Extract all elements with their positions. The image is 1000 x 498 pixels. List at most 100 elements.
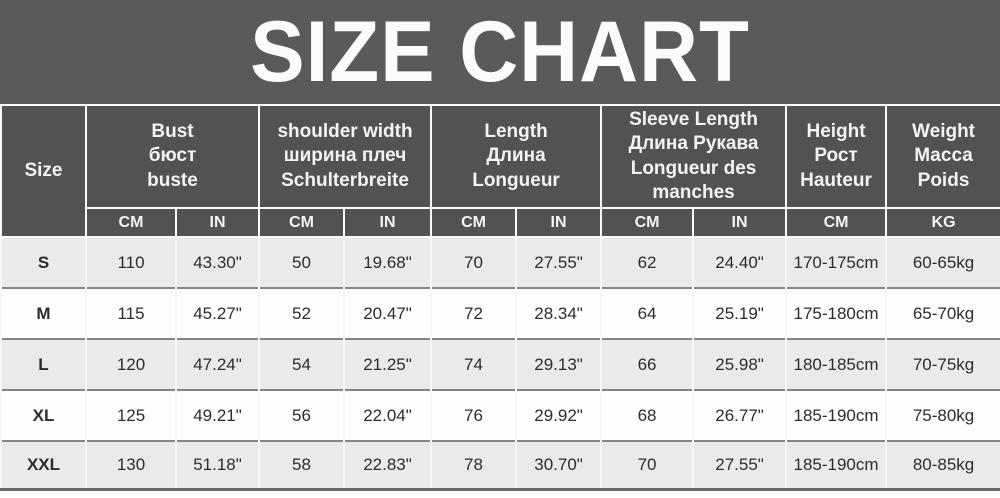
header-line: Height bbox=[806, 121, 866, 143]
value-cell: 70-75kg bbox=[885, 338, 1000, 391]
table-row-s: S 110 43.30" 50 19.68" 70 27.55" 62 24.4… bbox=[0, 236, 1000, 289]
value-cell: 120 bbox=[85, 338, 177, 391]
value-cell: 125 bbox=[85, 389, 177, 442]
table-row-xl: XL 125 49.21" 56 22.04" 76 29.92" 68 26.… bbox=[0, 389, 1000, 442]
header-row: Size Bust бюст buste shoulder width шири… bbox=[0, 103, 1000, 239]
unit-cell-bust-in: IN bbox=[175, 207, 260, 239]
value-cell: 68 bbox=[600, 389, 695, 442]
value-cell: 75-80kg bbox=[885, 389, 1000, 442]
value-cell: 115 bbox=[85, 287, 177, 340]
value-cell: 72 bbox=[430, 287, 518, 340]
table-row-l: L 120 47.24" 54 21.25" 74 29.13" 66 25.9… bbox=[0, 338, 1000, 391]
value-cell: 185-190cm bbox=[785, 440, 888, 491]
size-chart-table: Size Bust бюст buste shoulder width шири… bbox=[0, 103, 1000, 491]
value-cell: 78 bbox=[430, 440, 518, 491]
header-line: Weight bbox=[912, 121, 976, 143]
value-cell: 74 bbox=[430, 338, 518, 391]
value-cell: 21.25" bbox=[342, 338, 433, 391]
column-header-weight: Weight Масса Poids bbox=[885, 103, 1000, 210]
value-cell: 19.68" bbox=[342, 236, 433, 289]
value-cell: 25.19" bbox=[692, 287, 788, 340]
size-cell: XL bbox=[0, 389, 87, 442]
value-cell: 29.13" bbox=[515, 338, 603, 391]
value-cell: 51.18" bbox=[175, 440, 260, 491]
value-cell: 170-175cm bbox=[785, 236, 888, 289]
unit-cell-height-cm: CM bbox=[785, 207, 888, 239]
unit-cell-length-cm: CM bbox=[430, 207, 518, 239]
unit-cell-weight-kg: KG bbox=[885, 207, 1000, 239]
unit-cell-shoulder-in: IN bbox=[342, 207, 433, 239]
unit-cell-length-in: IN bbox=[515, 207, 603, 239]
value-cell: 29.92" bbox=[515, 389, 603, 442]
value-cell: 47.24" bbox=[175, 338, 260, 391]
value-cell: 70 bbox=[600, 440, 695, 491]
header-line: Poids bbox=[917, 169, 970, 191]
value-cell: 43.30" bbox=[175, 236, 260, 289]
size-cell: L bbox=[0, 338, 87, 391]
header-line: Schulterbreite bbox=[281, 169, 409, 191]
value-cell: 45.27" bbox=[175, 287, 260, 340]
header-line: shoulder width bbox=[277, 121, 413, 143]
column-header-height: Height Рост Hauteur bbox=[785, 103, 888, 210]
value-cell: 27.55" bbox=[515, 236, 603, 289]
value-cell: 24.40" bbox=[692, 236, 788, 289]
value-cell: 49.21" bbox=[175, 389, 260, 442]
header-line: Longueur des manches bbox=[630, 157, 757, 203]
unit-cell-sleeve-cm: CM bbox=[600, 207, 695, 239]
value-cell: 70 bbox=[430, 236, 518, 289]
value-cell: 22.83" bbox=[342, 440, 433, 491]
value-cell: 26.77" bbox=[692, 389, 788, 442]
unit-cell-bust-cm: CM bbox=[85, 207, 177, 239]
value-cell: 130 bbox=[85, 440, 177, 491]
page-title: SIZE CHART bbox=[250, 4, 750, 100]
value-cell: 22.04" bbox=[342, 389, 433, 442]
value-cell: 30.70" bbox=[515, 440, 603, 491]
title-banner: SIZE CHART bbox=[0, 0, 1000, 104]
value-cell: 25.98" bbox=[692, 338, 788, 391]
header-line: ширина плеч bbox=[283, 145, 407, 167]
unit-cell-shoulder-cm: CM bbox=[258, 207, 345, 239]
value-cell: 76 bbox=[430, 389, 518, 442]
value-cell: 64 bbox=[600, 287, 695, 340]
header-line: Length bbox=[484, 121, 548, 143]
value-cell: 50 bbox=[258, 236, 345, 289]
value-cell: 62 bbox=[600, 236, 695, 289]
value-cell: 65-70kg bbox=[885, 287, 1000, 340]
value-cell: 180-185cm bbox=[785, 338, 888, 391]
value-cell: 56 bbox=[258, 389, 345, 442]
table-row-m: M 115 45.27" 52 20.47" 72 28.34" 64 25.1… bbox=[0, 287, 1000, 340]
column-header-size: Size bbox=[0, 103, 87, 239]
unit-cell-sleeve-in: IN bbox=[692, 207, 788, 239]
value-cell: 58 bbox=[258, 440, 345, 491]
header-line: Hauteur bbox=[800, 169, 872, 191]
size-cell: XXL bbox=[0, 440, 87, 491]
header-line: Bust bbox=[151, 121, 194, 143]
column-header-bust: Bust бюст buste bbox=[85, 103, 260, 210]
header-line: Длина Рукава bbox=[628, 133, 759, 155]
size-cell: S bbox=[0, 236, 87, 289]
header-line: Рост bbox=[814, 145, 858, 167]
value-cell: 27.55" bbox=[692, 440, 788, 491]
header-line: Длина bbox=[486, 145, 546, 167]
value-cell: 28.34" bbox=[515, 287, 603, 340]
column-header-shoulder-width: shoulder width ширина плеч Schulterbreit… bbox=[257, 103, 433, 210]
value-cell: 66 bbox=[600, 338, 695, 391]
header-line: Sleeve Length bbox=[629, 109, 758, 130]
header-line: Масса bbox=[914, 145, 973, 167]
column-header-length: Length Длина Longueur bbox=[430, 103, 603, 210]
value-cell: 175-180cm bbox=[785, 287, 888, 340]
value-cell: 52 bbox=[258, 287, 345, 340]
value-cell: 110 bbox=[85, 236, 177, 289]
units-row: CM IN CM IN CM IN CM IN CM KG bbox=[1, 207, 1000, 239]
value-cell: 60-65kg bbox=[885, 236, 1000, 289]
header-line: Longueur bbox=[472, 169, 560, 191]
size-cell: M bbox=[0, 287, 87, 340]
value-cell: 54 bbox=[258, 338, 345, 391]
column-header-sleeve-length: Sleeve Length Длина Рукава Longueur des … bbox=[600, 103, 788, 210]
value-cell: 20.47" bbox=[342, 287, 433, 340]
value-cell: 185-190cm bbox=[785, 389, 888, 442]
table-row-xxl: XXL 130 51.18" 58 22.83" 78 30.70" 70 27… bbox=[0, 440, 1000, 491]
header-line: бюст bbox=[148, 145, 197, 167]
header-line: buste bbox=[147, 169, 198, 191]
